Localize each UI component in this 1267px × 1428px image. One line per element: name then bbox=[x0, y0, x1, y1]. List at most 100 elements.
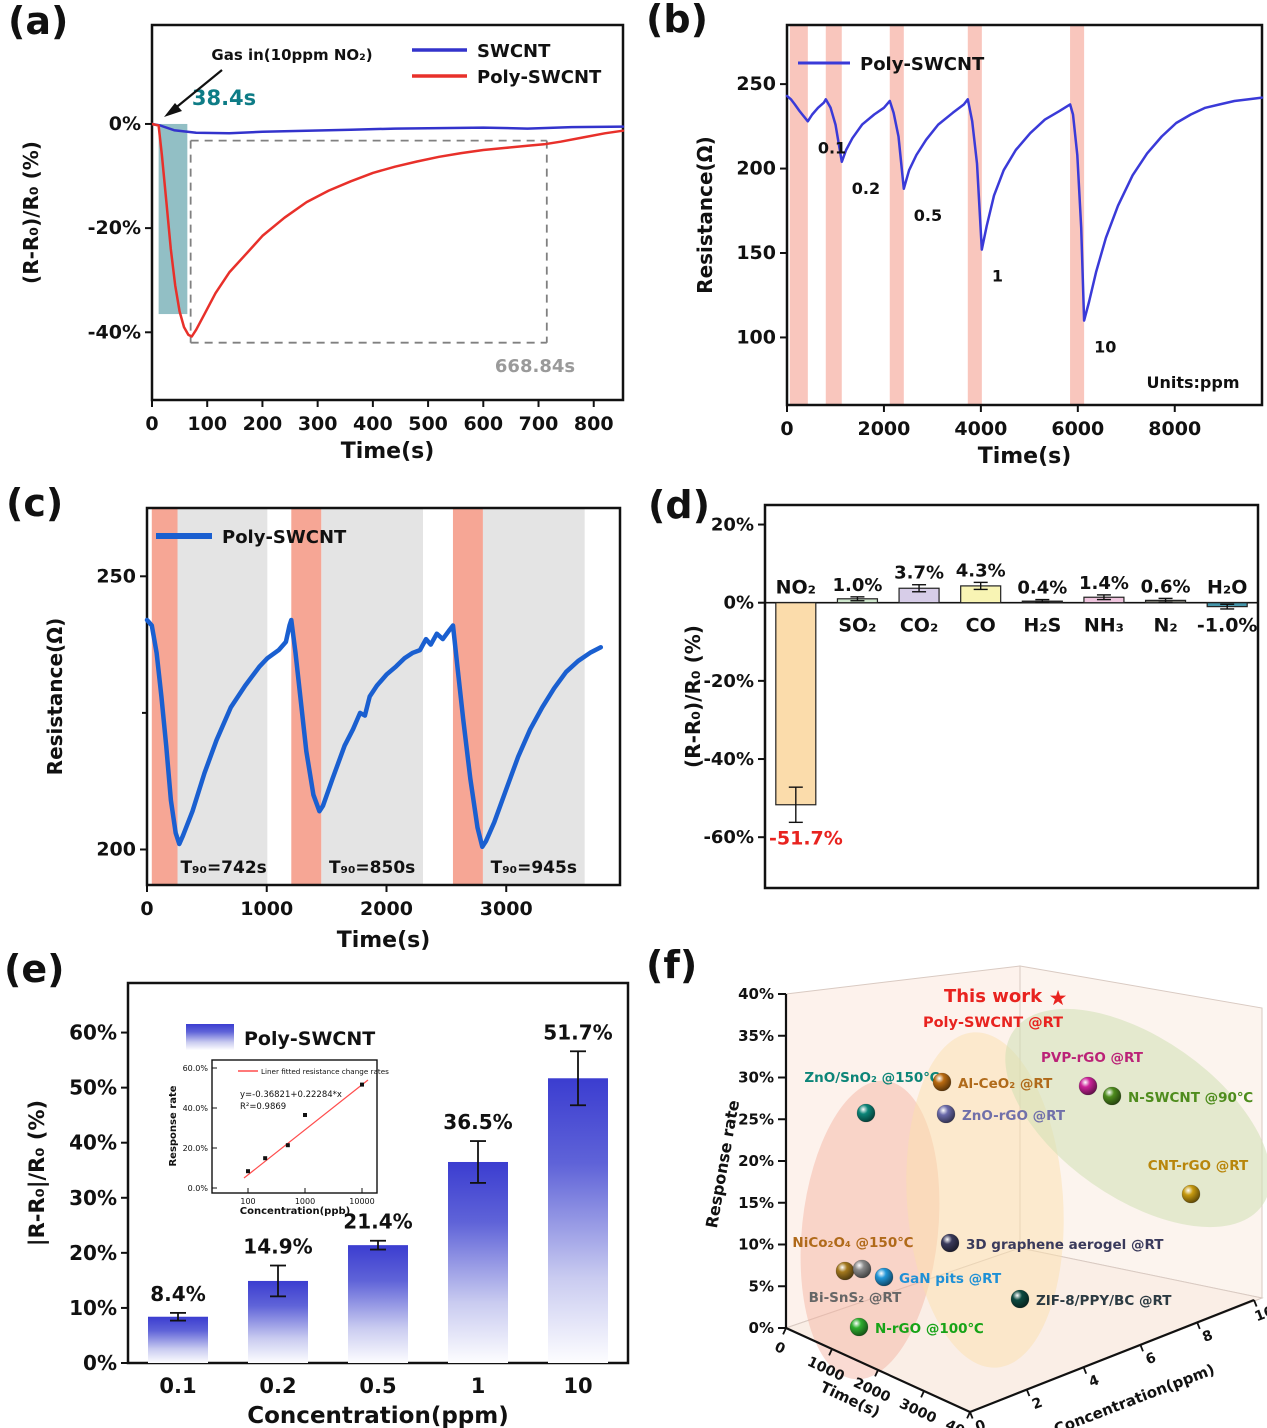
panel-c-letter: (c) bbox=[6, 481, 64, 525]
svg-text:100: 100 bbox=[187, 413, 227, 435]
svg-text:4: 4 bbox=[1087, 1372, 1102, 1391]
svg-text:0: 0 bbox=[973, 1417, 988, 1428]
svg-text:8: 8 bbox=[1200, 1327, 1215, 1345]
svg-text:-60%: -60% bbox=[703, 827, 754, 848]
svg-text:Poly-SWCNT @RT: Poly-SWCNT @RT bbox=[923, 1015, 1063, 1031]
svg-text:30%: 30% bbox=[69, 1186, 117, 1210]
svg-text:N₂: N₂ bbox=[1153, 615, 1177, 637]
svg-text:Gas in(10ppm NO₂): Gas in(10ppm NO₂) bbox=[211, 46, 372, 64]
svg-text:Resistance(Ω): Resistance(Ω) bbox=[693, 136, 717, 294]
svg-text:50%: 50% bbox=[69, 1076, 117, 1100]
svg-text:Time(s): Time(s) bbox=[337, 928, 431, 953]
panel-b-letter: (b) bbox=[646, 0, 708, 41]
svg-text:NO₂: NO₂ bbox=[776, 577, 816, 599]
svg-text:3000: 3000 bbox=[897, 1396, 939, 1427]
svg-text:668.84s: 668.84s bbox=[495, 356, 575, 377]
svg-text:0%: 0% bbox=[723, 593, 754, 614]
svg-text:4.3%: 4.3% bbox=[956, 560, 1006, 581]
svg-text:Poly-SWCNT: Poly-SWCNT bbox=[477, 67, 602, 88]
svg-text:2000: 2000 bbox=[857, 418, 910, 440]
svg-text:10: 10 bbox=[1253, 1303, 1267, 1325]
svg-text:8000: 8000 bbox=[1148, 418, 1201, 440]
svg-text:Response rate: Response rate bbox=[702, 1098, 743, 1229]
svg-text:2: 2 bbox=[1030, 1395, 1045, 1413]
svg-text:0.1: 0.1 bbox=[818, 138, 846, 157]
svg-text:40%: 40% bbox=[738, 985, 774, 1003]
svg-text:150: 150 bbox=[736, 242, 776, 264]
svg-text:|R-R₀|/R₀ (%): |R-R₀|/R₀ (%) bbox=[25, 1100, 50, 1246]
svg-text:15%: 15% bbox=[738, 1194, 774, 1212]
svg-text:-20%: -20% bbox=[703, 671, 754, 692]
svg-text:35%: 35% bbox=[738, 1027, 774, 1045]
svg-text:36.5%: 36.5% bbox=[443, 1110, 512, 1134]
svg-text:200: 200 bbox=[243, 413, 283, 435]
panel-f-letter: (f) bbox=[646, 943, 698, 987]
svg-text:1: 1 bbox=[471, 1374, 486, 1398]
panel-a-letter: (a) bbox=[8, 0, 69, 43]
svg-text:y=-0.36821+0.22284*x: y=-0.36821+0.22284*x bbox=[240, 1090, 342, 1100]
svg-text:250: 250 bbox=[736, 73, 776, 95]
svg-text:600: 600 bbox=[463, 413, 503, 435]
svg-text:-40%: -40% bbox=[703, 749, 754, 770]
svg-text:0: 0 bbox=[145, 413, 158, 435]
svg-text:0.0%: 0.0% bbox=[188, 1184, 209, 1193]
svg-text:10: 10 bbox=[563, 1374, 592, 1398]
svg-text:1000: 1000 bbox=[295, 1197, 315, 1206]
svg-text:0: 0 bbox=[140, 898, 153, 920]
svg-text:ZIF-8/PPY/BC @RT: ZIF-8/PPY/BC @RT bbox=[1036, 1293, 1172, 1309]
svg-text:Liner fitted resistance change: Liner fitted resistance change rates bbox=[261, 1067, 389, 1076]
svg-text:Bi-SnS₂ @RT: Bi-SnS₂ @RT bbox=[809, 1290, 902, 1306]
svg-text:8.4%: 8.4% bbox=[150, 1282, 205, 1306]
svg-text:0%: 0% bbox=[83, 1351, 117, 1375]
svg-text:40%: 40% bbox=[69, 1131, 117, 1155]
svg-text:38.4s: 38.4s bbox=[192, 86, 256, 110]
svg-text:(R-R₀)/R₀ (%): (R-R₀)/R₀ (%) bbox=[681, 625, 705, 768]
svg-text:2000: 2000 bbox=[360, 898, 413, 920]
svg-text:25%: 25% bbox=[738, 1110, 774, 1128]
panel-e-letter: (e) bbox=[4, 947, 65, 991]
svg-text:Poly-SWCNT: Poly-SWCNT bbox=[244, 1028, 375, 1050]
svg-text:51.7%: 51.7% bbox=[543, 1020, 612, 1044]
svg-text:Al-CeO₂ @RT: Al-CeO₂ @RT bbox=[958, 1076, 1053, 1092]
svg-text:N-SWCNT @90℃: N-SWCNT @90℃ bbox=[1128, 1090, 1253, 1106]
svg-text:200: 200 bbox=[736, 158, 776, 180]
svg-text:CNT-rGO @RT: CNT-rGO @RT bbox=[1148, 1158, 1249, 1174]
svg-text:200: 200 bbox=[96, 838, 136, 860]
svg-text:0: 0 bbox=[780, 418, 793, 440]
svg-text:800: 800 bbox=[574, 413, 614, 435]
svg-text:SO₂: SO₂ bbox=[838, 615, 876, 637]
svg-text:10%: 10% bbox=[738, 1236, 774, 1254]
svg-text:400: 400 bbox=[353, 413, 393, 435]
svg-text:★: ★ bbox=[1049, 986, 1068, 1010]
svg-text:Units:ppm: Units:ppm bbox=[1146, 373, 1239, 392]
svg-text:0%: 0% bbox=[749, 1319, 774, 1337]
svg-text:100: 100 bbox=[240, 1197, 255, 1206]
svg-text:20%: 20% bbox=[738, 1152, 774, 1170]
svg-text:40.0%: 40.0% bbox=[183, 1104, 209, 1113]
svg-text:20.0%: 20.0% bbox=[183, 1144, 209, 1153]
svg-text:R²=0.9869: R²=0.9869 bbox=[240, 1102, 286, 1112]
svg-text:-40%: -40% bbox=[88, 321, 141, 343]
svg-text:PVP-rGO @RT: PVP-rGO @RT bbox=[1041, 1050, 1144, 1066]
svg-text:ZnO/SnO₂ @150℃: ZnO/SnO₂ @150℃ bbox=[804, 1070, 939, 1086]
svg-text:30%: 30% bbox=[738, 1069, 774, 1087]
svg-text:100: 100 bbox=[736, 326, 776, 348]
svg-text:Time(s): Time(s) bbox=[978, 444, 1072, 469]
svg-text:0.5: 0.5 bbox=[914, 206, 942, 225]
svg-text:(R-R₀)/R₀ (%): (R-R₀)/R₀ (%) bbox=[19, 141, 43, 284]
svg-text:20%: 20% bbox=[69, 1241, 117, 1265]
svg-text:-51.7%: -51.7% bbox=[769, 827, 843, 849]
svg-text:0.2: 0.2 bbox=[852, 179, 880, 198]
svg-text:1: 1 bbox=[992, 267, 1003, 286]
svg-text:60%: 60% bbox=[69, 1021, 117, 1045]
svg-text:H₂O: H₂O bbox=[1207, 577, 1247, 599]
svg-text:300: 300 bbox=[298, 413, 338, 435]
svg-text:CO₂: CO₂ bbox=[900, 615, 938, 637]
svg-text:10%: 10% bbox=[69, 1296, 117, 1320]
svg-text:-1.0%: -1.0% bbox=[1197, 615, 1258, 637]
svg-text:-20%: -20% bbox=[88, 217, 141, 239]
svg-text:0.5: 0.5 bbox=[359, 1374, 396, 1398]
svg-text:0: 0 bbox=[772, 1339, 788, 1358]
svg-text:ZnO-rGO @RT: ZnO-rGO @RT bbox=[962, 1108, 1066, 1124]
